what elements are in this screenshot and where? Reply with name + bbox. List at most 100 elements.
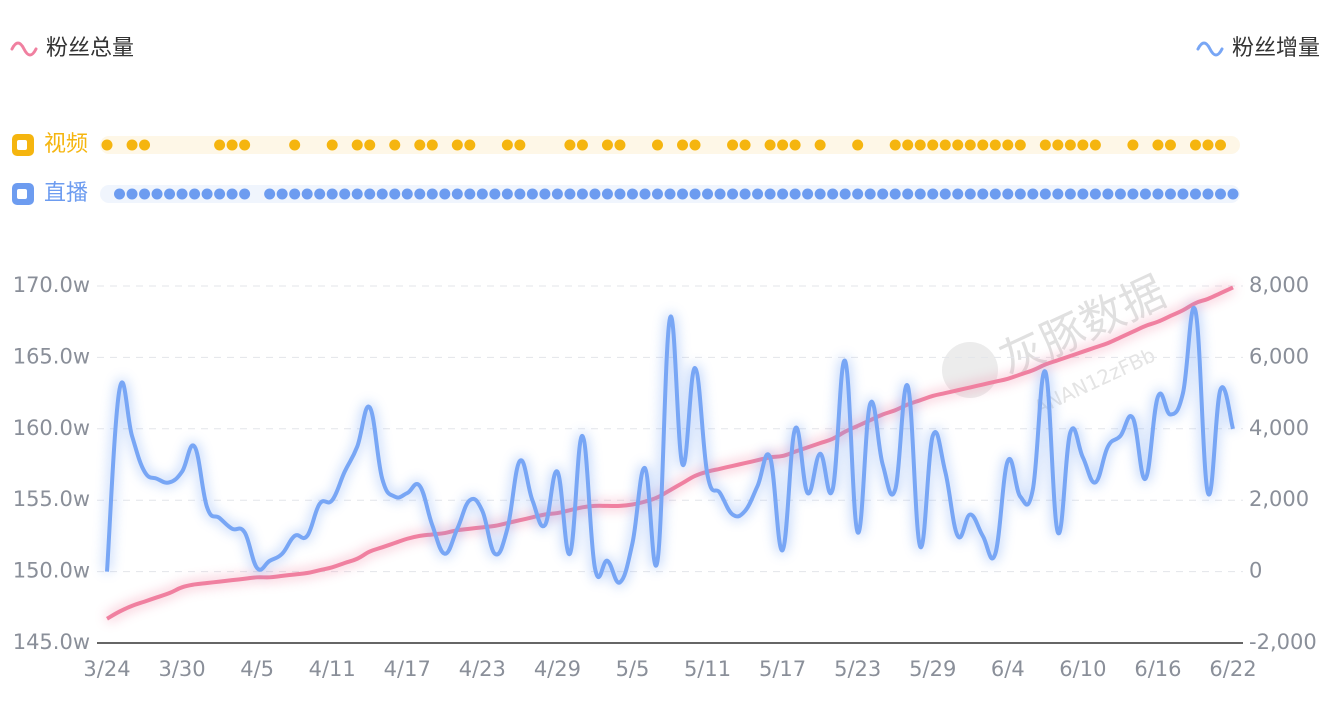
timeline-dot [989,139,1001,151]
timeline-dot [977,139,989,151]
timeline-dot [239,139,251,151]
timeline-dot [1064,139,1076,151]
legend-icon [1196,41,1224,57]
timeline-dot [576,188,588,200]
timeline-dot [401,188,413,200]
y-tick-label: 155.0w [13,487,90,511]
line [106,285,1234,621]
x-tick-label: 4/11 [309,657,356,681]
timeline-dot [677,188,689,200]
timeline-dot [639,188,651,200]
timeline-dot [1089,188,1101,200]
timeline-dot [101,139,113,151]
timeline-dot [714,188,726,200]
timeline-dot [977,188,989,200]
timeline-dot [1202,188,1214,200]
timeline-dot [389,188,401,200]
timeline-dot [1039,188,1051,200]
timeline-dot [351,139,363,151]
y2-tick-label: -2,000 [1249,630,1317,654]
timeline-dot [1102,188,1114,200]
x-tick-label: 4/5 [240,657,274,681]
timeline-dot [852,188,864,200]
timeline-dot [802,188,814,200]
timeline-dot [1052,188,1064,200]
timeline-dot [1014,139,1026,151]
timeline-dot [902,139,914,151]
timeline-dot [689,139,701,151]
timeline-dot [214,188,226,200]
timeline-dot [764,188,776,200]
y2-tick-label: 0 [1249,559,1262,583]
timeline-dot [952,188,964,200]
timeline-dot [439,188,451,200]
x-tick-label: 5/17 [759,657,806,681]
timeline-dot [702,188,714,200]
timeline-dot [326,139,338,151]
timeline-dot [939,188,951,200]
timeline-dot [364,139,376,151]
timeline-dot [1077,139,1089,151]
timeline-dot [239,188,251,200]
timeline-dot [1177,188,1189,200]
timeline-dot [189,188,201,200]
timeline-dot [426,188,438,200]
timeline-dot [1189,188,1201,200]
timeline-dot [827,188,839,200]
timeline-dot [151,188,163,200]
x-tick-label: 5/11 [684,657,731,681]
timeline-dot [914,188,926,200]
timeline-dot [451,188,463,200]
line [105,306,1235,585]
timeline-icon-glyph [17,140,27,150]
y-tick-label: 150.0w [13,559,90,583]
timeline-dot [1002,188,1014,200]
timeline-dot [539,188,551,200]
timeline-dot [589,188,601,200]
timeline-dot [1027,188,1039,200]
timeline-dot [1189,139,1201,151]
timeline-dot [964,188,976,200]
timeline-dot [501,139,513,151]
timeline-dot [651,139,663,151]
timeline-dot [1139,188,1151,200]
timeline-dot [1164,139,1176,151]
x-tick-label: 4/29 [534,657,581,681]
timeline-dot [139,139,151,151]
timeline-dot [1039,139,1051,151]
timeline-dot [752,188,764,200]
timeline-label: 视频 [44,132,88,157]
timeline-dot [601,139,613,151]
timeline-dot [614,188,626,200]
timeline-dot [564,139,576,151]
x-tick-label: 4/23 [459,657,506,681]
x-tick-label: 3/24 [83,657,130,681]
timeline-dot [651,188,663,200]
timeline-dot [689,188,701,200]
timeline-dot [114,188,126,200]
timeline-dot [677,139,689,151]
timeline-dot [1202,139,1214,151]
y-tick-label: 145.0w [13,630,90,654]
timeline-dot [476,188,488,200]
timeline-dot [864,188,876,200]
timeline-dot [1114,188,1126,200]
timeline-dot [126,139,138,151]
timeline-dot [514,139,526,151]
timeline-dot [1227,188,1239,200]
timeline-dot [576,139,588,151]
x-tick-label: 3/30 [158,657,205,681]
timeline-dot [814,139,826,151]
timeline-dot [1164,188,1176,200]
timeline-dot [626,188,638,200]
timeline-dot [526,188,538,200]
timeline-dot [889,139,901,151]
x-tick-label: 5/29 [909,657,956,681]
timeline-dot [1064,188,1076,200]
timeline-dot [852,139,864,151]
x-tick-label: 4/17 [384,657,431,681]
timeline-dot [927,188,939,200]
timeline-dot [989,188,1001,200]
